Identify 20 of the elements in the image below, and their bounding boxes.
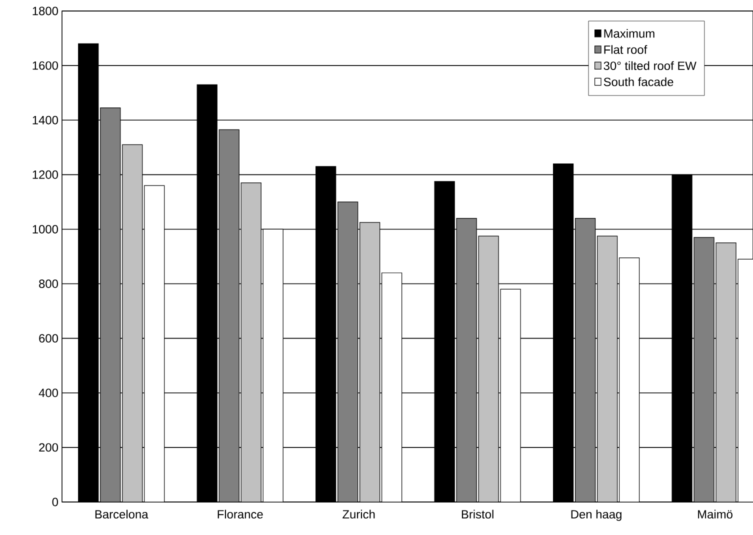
legend-label: Flat roof — [604, 45, 648, 54]
x-tick-label: Den haag — [571, 510, 622, 521]
y-tick-label: 800 — [39, 280, 58, 288]
x-tick-label: Maimö — [698, 510, 732, 519]
x-tick-label: Barcelona — [95, 510, 148, 519]
x-tick-label: Bristol — [462, 510, 494, 519]
y-tick-label: 200 — [39, 443, 58, 452]
legend-label: 30° tilted roof EW — [604, 61, 696, 70]
y-tick-label: 1200 — [32, 170, 58, 179]
legend-label: Maximum — [604, 28, 654, 38]
x-tick-label: Zurich — [342, 510, 375, 519]
legend-label: South facade — [604, 77, 674, 86]
y-tick-label: 0 — [52, 498, 58, 506]
y-tick-label: 1800 — [32, 6, 58, 16]
x-tick-label: Florance — [218, 510, 263, 519]
y-tick-label: 1000 — [32, 224, 58, 234]
y-tick-label: 400 — [38, 388, 58, 398]
y-tick-label: 1400 — [32, 116, 58, 124]
y-tick-label: 600 — [39, 334, 58, 343]
y-tick-label: 1600 — [32, 61, 58, 70]
